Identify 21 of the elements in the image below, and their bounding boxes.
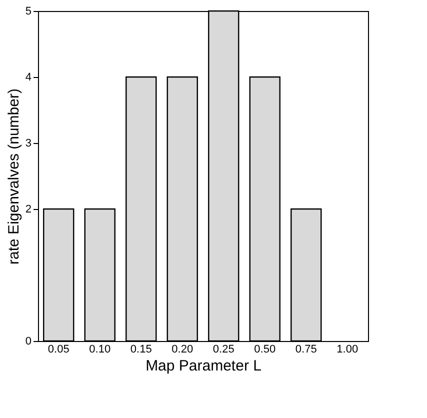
x-tick-label: 0.15	[130, 344, 152, 356]
y-tick-label: 2	[25, 204, 32, 216]
bar	[249, 76, 280, 342]
x-tick-label: 0.50	[254, 344, 276, 356]
y-tick-label: 4	[25, 72, 32, 84]
bar	[126, 76, 157, 342]
x-tick-label: 0.05	[48, 344, 70, 356]
bar	[166, 76, 198, 342]
bar	[43, 208, 74, 342]
y-tick-label: 5	[25, 6, 32, 18]
x-tick-label: 0.75	[295, 344, 317, 356]
y-tick-label: 0	[25, 336, 32, 348]
x-tick-label: 0.20	[172, 344, 194, 356]
bar	[290, 208, 322, 342]
x-tick-label: 0.25	[212, 344, 234, 356]
x-axis-title: Map Parameter L	[146, 358, 262, 374]
y-tick-label: 3	[25, 138, 32, 150]
y-axis-title: rate Eigenvalves (number)	[5, 88, 22, 264]
x-tick-label: 1.00	[336, 344, 358, 356]
bar	[84, 208, 116, 342]
x-tick-label: 0.10	[89, 344, 111, 356]
